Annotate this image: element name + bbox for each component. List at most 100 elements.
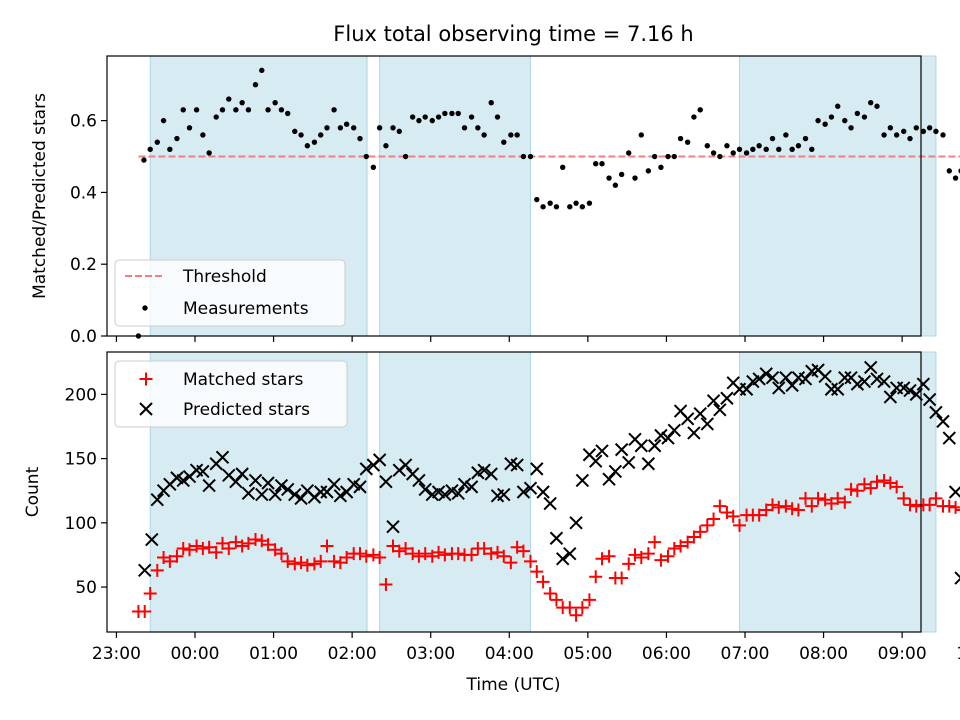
matched-star-point-60 xyxy=(524,554,537,568)
predicted-star-point-125 xyxy=(954,571,960,585)
bottom-x-axis: 23:00 00:00 01:00 02:00 03:00 04:00 05:00 06:00… xyxy=(92,632,960,664)
measurement-point-41 xyxy=(402,153,409,160)
measurement-point-3 xyxy=(154,139,160,145)
measurement-point-112 xyxy=(868,99,874,106)
matched-star-point-100 xyxy=(785,502,799,516)
matched-star-point-37 xyxy=(373,551,387,565)
predicted-star-point-112 xyxy=(870,372,884,386)
measurement-point-121 xyxy=(926,125,933,131)
predicted-star-point-95 xyxy=(759,367,773,381)
matched-star-point-10 xyxy=(196,542,210,556)
measurement-point-32 xyxy=(343,121,350,127)
predicted-star-point-19 xyxy=(261,476,275,490)
measurement-point-18 xyxy=(252,82,259,88)
matched-star-point-104 xyxy=(811,491,825,505)
predicted-star-point-118 xyxy=(909,387,923,402)
predicted-star-point-55 xyxy=(497,487,511,502)
top-shaded-interval-2 xyxy=(739,55,937,337)
legend-predicted-label: Predicted stars xyxy=(183,400,310,420)
measurement-point-35 xyxy=(363,153,369,160)
measurement-point-108 xyxy=(842,117,848,124)
predicted-star-point-58 xyxy=(516,485,531,499)
measurement-point-21 xyxy=(272,99,278,106)
matched-star-point-8 xyxy=(183,543,196,557)
measurement-point-57 xyxy=(508,132,514,138)
predicted-star-point-121 xyxy=(929,405,943,420)
legend-matched-swatch xyxy=(139,372,153,386)
matched-star-point-2 xyxy=(143,586,157,600)
top-legend-box xyxy=(114,259,346,327)
matched-star-point-113 xyxy=(870,475,884,489)
measurement-point-12 xyxy=(213,114,219,120)
measurement-point-73 xyxy=(612,182,619,188)
predicted-star-point-52 xyxy=(477,463,491,477)
bottom-shaded-intervals xyxy=(149,351,937,633)
legend-matched-label: Matched stars xyxy=(183,370,303,390)
predicted-star-point-79 xyxy=(654,428,668,443)
x-tick-label-7: 06:00 xyxy=(642,644,691,664)
matched-star-point-86 xyxy=(693,525,707,539)
matched-star-point-112 xyxy=(864,481,878,495)
measurement-point-22 xyxy=(278,107,285,113)
measurement-point-122 xyxy=(933,128,939,135)
top-shaded-interval-1 xyxy=(379,55,531,337)
predicted-star-point-96 xyxy=(765,370,780,385)
predicted-star-point-69 xyxy=(589,454,603,468)
measurement-point-100 xyxy=(789,146,795,153)
predicted-star-point-88 xyxy=(713,403,727,417)
predicted-star-point-65 xyxy=(563,546,577,561)
matched-star-point-38 xyxy=(379,577,393,591)
predicted-star-point-114 xyxy=(883,390,898,404)
measurement-point-23 xyxy=(285,110,291,117)
measurement-point-91 xyxy=(730,150,736,156)
x-tick-label-1: 00:00 xyxy=(171,644,220,664)
measurement-point-114 xyxy=(881,132,887,138)
measurement-point-68 xyxy=(579,204,586,210)
bottom-shaded-interval-1 xyxy=(379,351,531,633)
predicted-star-point-15 xyxy=(235,467,249,481)
measurement-point-72 xyxy=(606,175,612,181)
matched-star-point-26 xyxy=(300,558,314,572)
x-tick-label-0: 23:00 xyxy=(92,644,141,664)
predicted-star-point-76 xyxy=(634,439,648,453)
predicted-star-point-36 xyxy=(372,453,387,467)
predicted-star-point-16 xyxy=(241,486,256,500)
matched-star-point-49 xyxy=(451,547,465,561)
top-y-tick-label-0: 0.0 xyxy=(70,327,97,347)
matched-star-point-62 xyxy=(536,575,550,589)
measurement-point-40 xyxy=(396,128,402,135)
measurement-point-31 xyxy=(337,125,344,131)
predicted-star-point-119 xyxy=(916,377,931,391)
predicted-star-point-107 xyxy=(838,370,852,385)
measurement-point-13 xyxy=(219,107,226,113)
matched-star-point-72 xyxy=(602,549,616,563)
x-tick-label-4: 03:00 xyxy=(406,644,455,664)
matched-star-point-77 xyxy=(634,551,648,565)
measurement-point-116 xyxy=(893,132,900,138)
predicted-star-point-27 xyxy=(314,485,328,499)
top-panel: 0.0 0.2 0.4 0.6 Matched/Predicted stars Thr… xyxy=(30,55,960,347)
top-y-axis: 0.0 0.2 0.4 0.6 xyxy=(70,112,107,347)
matched-star-point-3 xyxy=(150,563,164,577)
measurement-point-95 xyxy=(756,143,762,149)
matched-star-point-12 xyxy=(209,545,223,559)
measurement-point-78 xyxy=(645,168,652,174)
matched-star-point-27 xyxy=(307,557,321,571)
measurement-point-56 xyxy=(501,139,507,145)
measurement-point-88 xyxy=(710,150,717,156)
measurement-point-16 xyxy=(239,99,245,106)
measurement-point-15 xyxy=(233,107,239,113)
predicted-star-point-46 xyxy=(438,487,452,502)
measurements-layer xyxy=(135,67,960,339)
predicted-star-point-14 xyxy=(229,475,243,489)
matched-star-point-91 xyxy=(726,509,740,523)
predicted-star-point-62 xyxy=(543,496,557,511)
predicted-star-point-17 xyxy=(248,473,263,488)
measurement-point-120 xyxy=(920,128,927,135)
matched-star-point-56 xyxy=(497,549,511,563)
measurement-point-66 xyxy=(567,204,573,210)
measurement-point-50 xyxy=(461,125,468,131)
matched-star-point-88 xyxy=(707,512,721,526)
measurement-point-46 xyxy=(435,114,442,120)
measurement-point-11 xyxy=(206,150,212,156)
